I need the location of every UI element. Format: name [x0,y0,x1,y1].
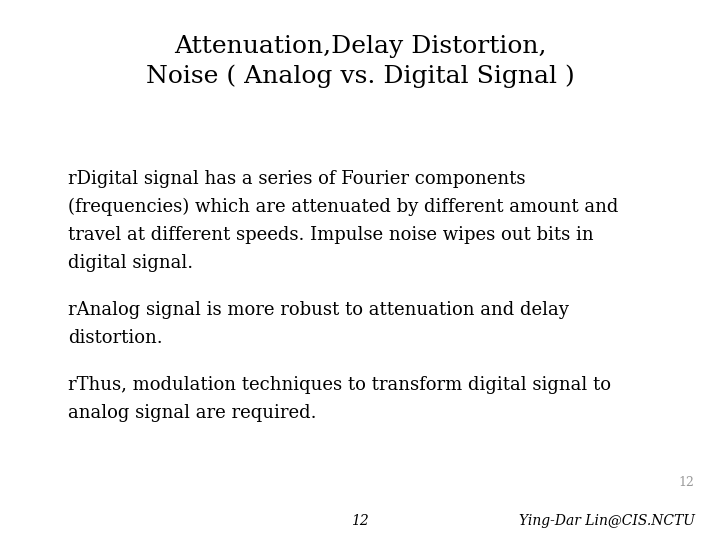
Text: Ying-Dar Lin@CIS.NCTU: Ying-Dar Lin@CIS.NCTU [519,514,695,528]
Text: (frequencies) which are attenuated by different amount and: (frequencies) which are attenuated by di… [68,198,618,217]
Text: 12: 12 [679,476,695,489]
Text: travel at different speeds. Impulse noise wipes out bits in: travel at different speeds. Impulse nois… [68,226,594,244]
Text: Attenuation,Delay Distortion,
Noise ( Analog vs. Digital Signal ): Attenuation,Delay Distortion, Noise ( An… [145,35,575,88]
Text: 12: 12 [351,514,369,528]
Text: rAnalog signal is more robust to attenuation and delay: rAnalog signal is more robust to attenua… [68,301,570,319]
Text: rDigital signal has a series of Fourier components: rDigital signal has a series of Fourier … [68,170,526,188]
Text: digital signal.: digital signal. [68,254,194,272]
Text: rThus, modulation techniques to transform digital signal to: rThus, modulation techniques to transfor… [68,376,611,394]
Text: distortion.: distortion. [68,329,163,347]
Text: analog signal are required.: analog signal are required. [68,404,317,422]
